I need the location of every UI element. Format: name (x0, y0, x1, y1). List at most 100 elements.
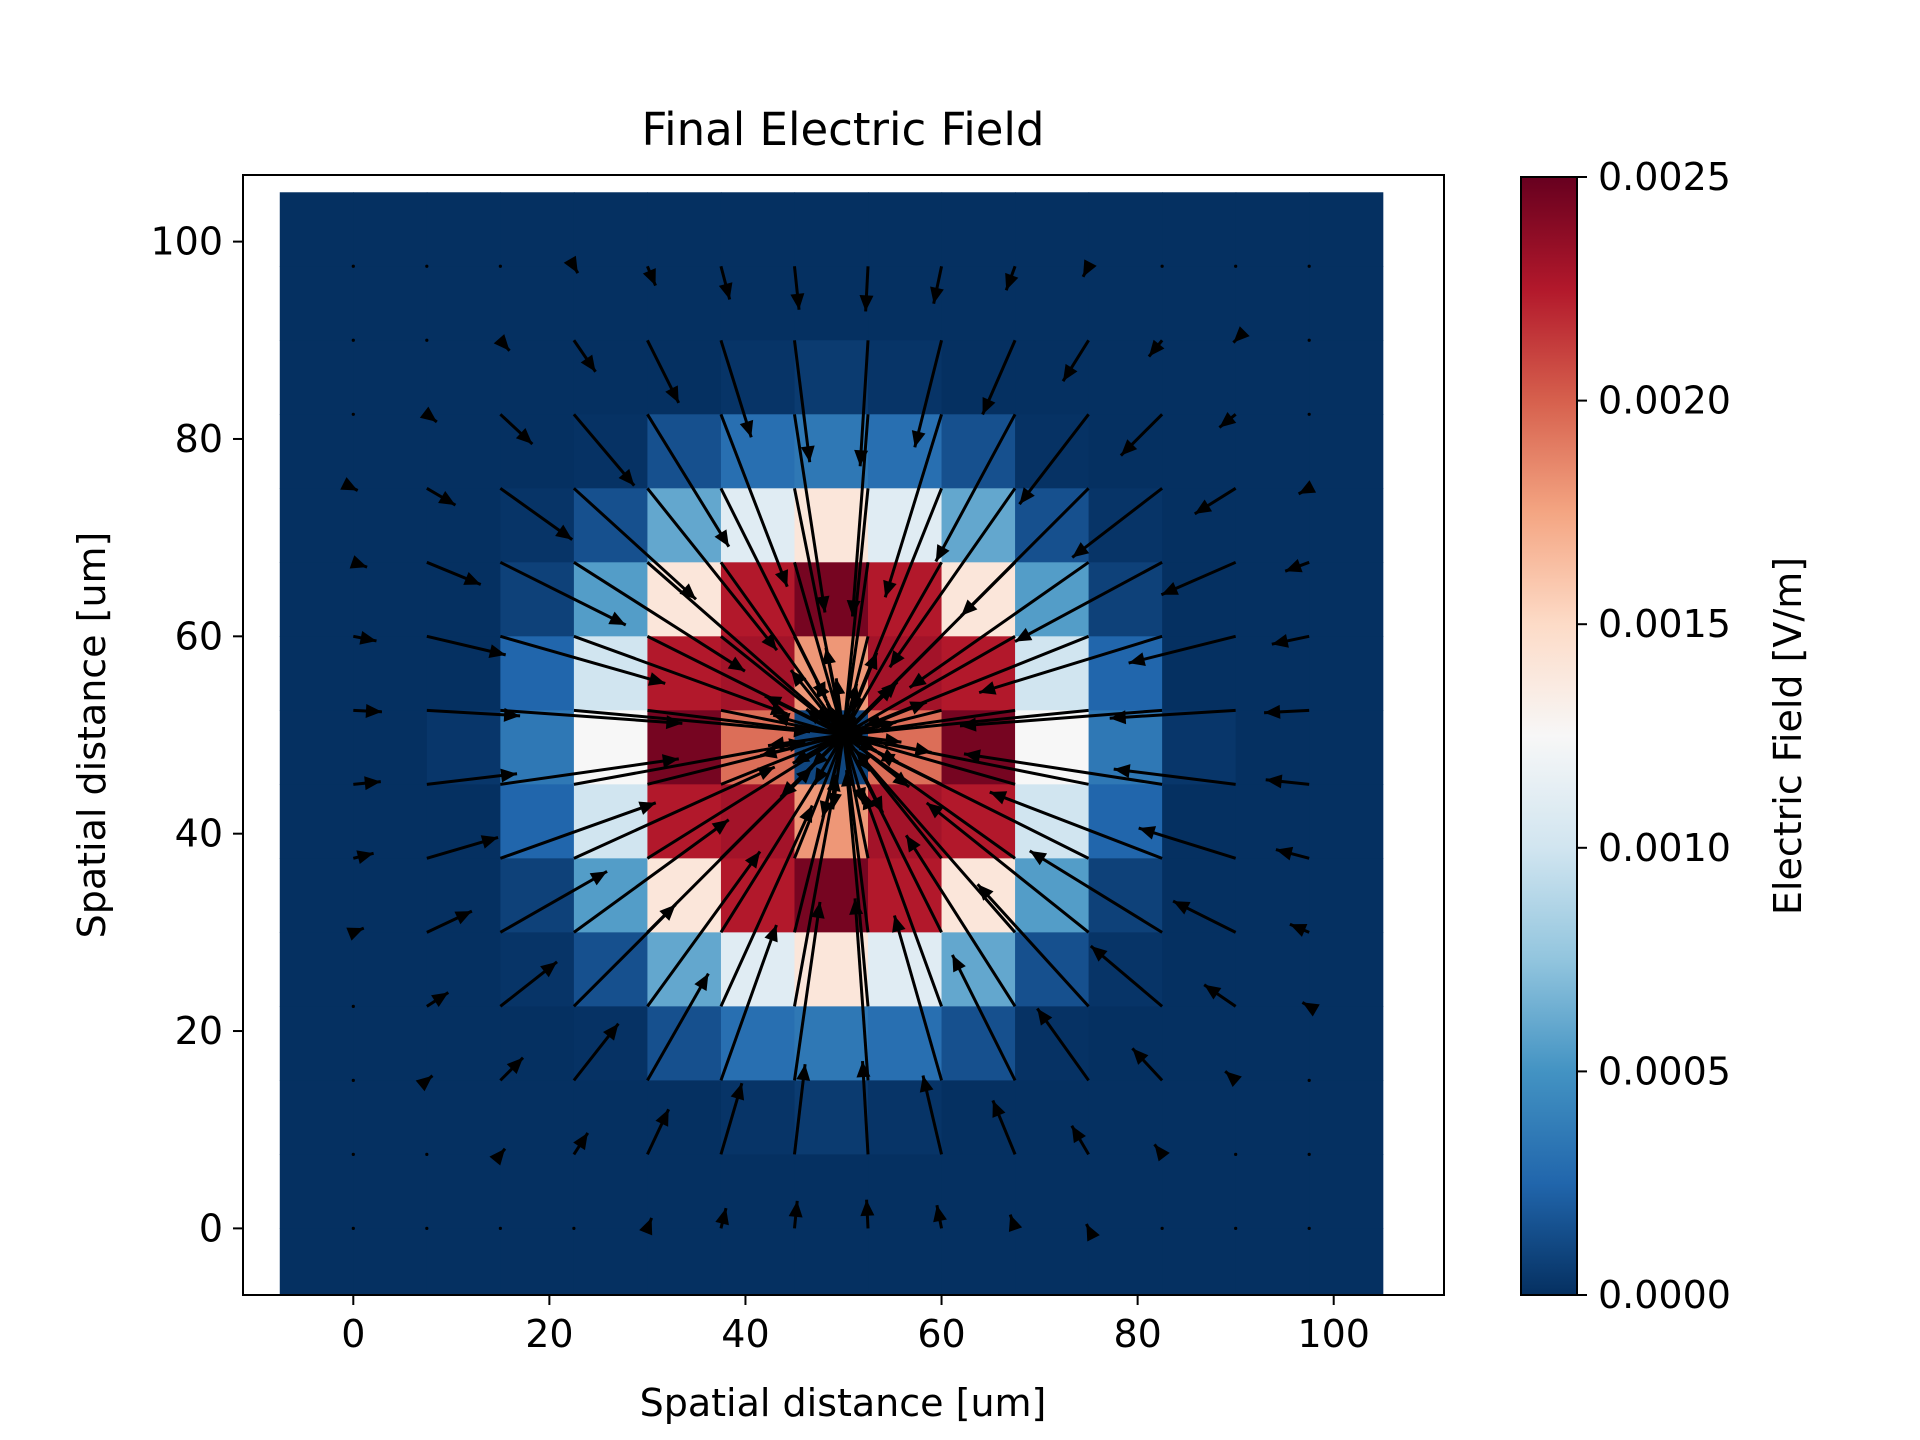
quiver-arrow (860, 1199, 875, 1229)
quiver-arrow (646, 850, 762, 1008)
heatmap-cell (1162, 1228, 1237, 1295)
quiver-dot (351, 1226, 355, 1230)
heatmap-cell (1309, 1154, 1384, 1229)
quiver-arrow (831, 678, 870, 933)
heatmap-cell (941, 488, 1016, 563)
colorbar-tick-label: 0.0015 (1598, 602, 1731, 646)
heatmap-cell (1309, 192, 1384, 267)
heatmap-cell (1309, 562, 1384, 637)
chart-title: Final Electric Field (642, 103, 1045, 156)
quiver-arrow (426, 909, 473, 934)
heatmap-cell (1088, 266, 1163, 341)
quiver-arrow (963, 749, 1163, 786)
quiver-dot (351, 412, 355, 416)
x-tick-label: 80 (1113, 1312, 1161, 1356)
heatmap-cell (647, 1154, 722, 1229)
quiver-arrow (978, 634, 1163, 695)
heatmap-cell (1235, 414, 1310, 489)
quiver-arrow (489, 1147, 507, 1166)
heatmap-cell (1088, 1228, 1163, 1295)
heatmap-cell (1015, 858, 1090, 933)
quiver-arrow (499, 634, 666, 686)
quiver-arrow (1071, 487, 1164, 559)
quiver-arrow (500, 754, 680, 786)
quiver-arrow (888, 487, 1017, 669)
heatmap-cell (1235, 932, 1310, 1007)
colorbar-tick-label: 0.0005 (1598, 1049, 1731, 1093)
heatmap-cell (647, 192, 722, 267)
y-tick-label: 80 (175, 417, 223, 461)
y-axis: 0 20 40 60 80 100 (150, 220, 243, 1250)
quiver-arrow (925, 801, 1090, 934)
heatmap-cell (1088, 562, 1163, 637)
plot-frame (242, 174, 1445, 1296)
heatmap-cell (1309, 1080, 1384, 1155)
heatmap-cell (573, 266, 649, 341)
quiver-arrow (719, 924, 778, 1081)
heatmap-cell (353, 1154, 428, 1229)
heatmap-cell (868, 488, 943, 563)
heatmap-cell (1309, 1228, 1384, 1295)
heatmap-cell (426, 488, 501, 563)
heatmap-cell (500, 636, 575, 711)
quiver-arrow (1160, 560, 1237, 597)
heatmap-cell (941, 932, 1016, 1007)
quiver-arrow (1203, 983, 1237, 1008)
quiver-dot (1307, 412, 1311, 416)
heatmap-cell (941, 1006, 1016, 1081)
quiver-arrow (572, 413, 636, 487)
heatmap-cell (426, 1154, 501, 1229)
quiver-arrow (904, 834, 1017, 1008)
quiver-arrow (1119, 413, 1164, 457)
quiver-arrow (981, 339, 1017, 416)
heatmap-cell (279, 858, 354, 933)
heatmap-cell (353, 1006, 428, 1081)
quiver-arrow (845, 732, 1089, 786)
heatmap-cell (426, 266, 501, 341)
heatmap-cell (426, 1228, 501, 1295)
quiver-dot (1307, 1226, 1311, 1230)
quiver-dot (351, 1004, 355, 1008)
heatmap-cell (1162, 1154, 1237, 1229)
heatmap-cell (573, 636, 649, 711)
heatmap-cell (1309, 414, 1384, 489)
heatmap-cell (794, 1228, 869, 1295)
quiver-arrow (719, 413, 789, 588)
y-tick-label: 60 (175, 614, 223, 658)
heatmap-cell (1162, 414, 1237, 489)
heatmap-cell (279, 266, 354, 341)
heatmap-cell (1015, 340, 1090, 415)
heatmap-cell (647, 488, 722, 563)
quiver-arrow (718, 265, 733, 300)
quiver-arrow (919, 1075, 944, 1155)
heatmap-cell (353, 932, 428, 1007)
quiver-arrow (720, 700, 928, 786)
quiver-dot (572, 1226, 576, 1230)
heatmap-cell (1088, 784, 1163, 859)
heatmap-cell (426, 858, 501, 933)
heatmap-cell (1235, 340, 1310, 415)
quiver-dot (351, 264, 355, 268)
heatmap-cell (1162, 858, 1237, 933)
heatmap-cell (353, 414, 428, 489)
heatmap-cell (1235, 562, 1310, 637)
heatmap-cell (353, 1080, 428, 1155)
quiver-arrow (715, 1207, 729, 1229)
quiver-arrow (1085, 1223, 1100, 1242)
heatmap-cell (573, 192, 649, 267)
quiver-arrow (1271, 634, 1310, 648)
heatmap-cell (941, 1080, 1016, 1155)
x-axis: 0 20 40 60 80 100 (341, 1295, 1370, 1356)
heatmap-cell (573, 1228, 649, 1295)
quiver-arrow (1301, 1001, 1320, 1017)
quiver-arrow (934, 413, 1017, 563)
heatmap-cell (279, 710, 354, 785)
quiver-arrow (989, 790, 1163, 860)
heatmap-cell (279, 1080, 354, 1155)
heatmap-cell (500, 266, 575, 341)
heatmap-cell (1162, 562, 1237, 637)
quiver-arrow (493, 334, 511, 352)
heatmap-cell (720, 414, 796, 489)
quiver-arrow (1289, 922, 1310, 937)
heatmap-cell (426, 414, 501, 489)
